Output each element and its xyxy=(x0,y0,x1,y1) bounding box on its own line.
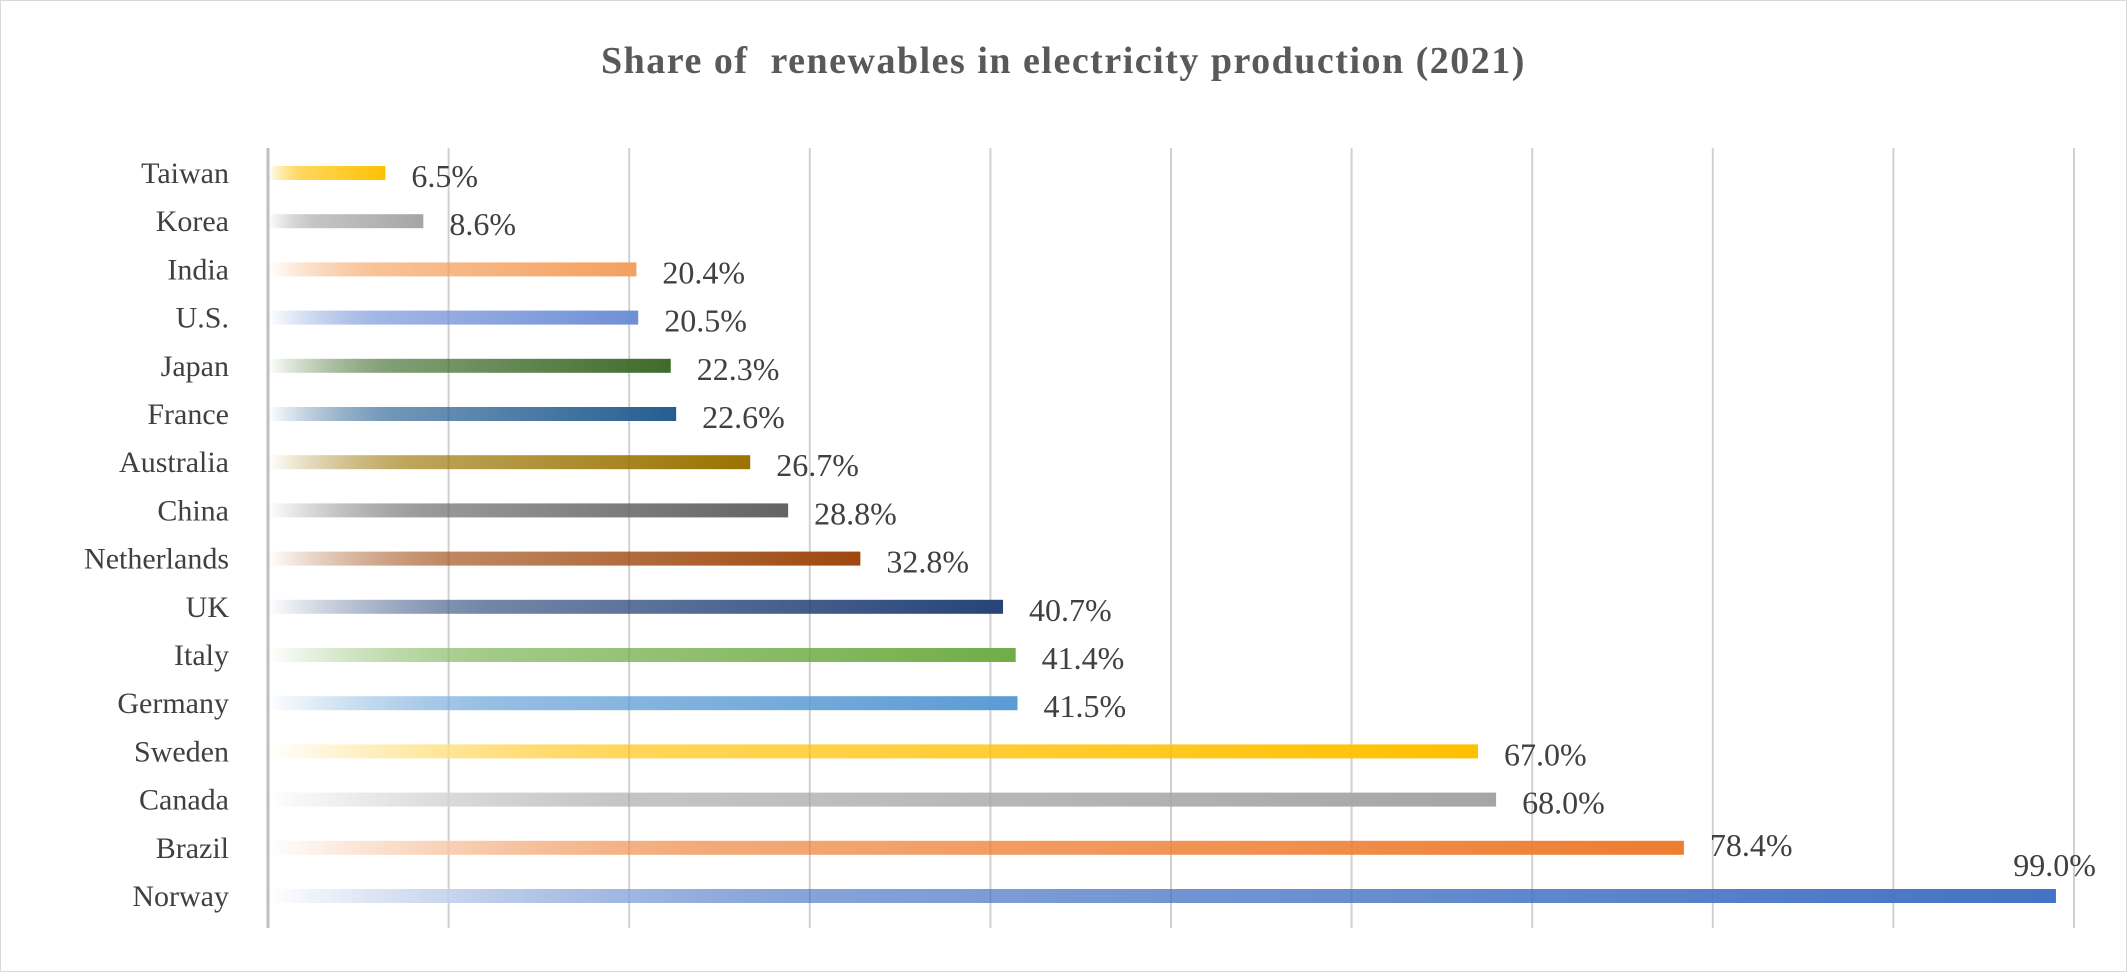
chart-title: Share of renewables in electricity produ… xyxy=(601,40,1526,82)
category-label: India xyxy=(167,253,229,286)
bar xyxy=(270,455,751,470)
data-label: 41.5% xyxy=(1043,688,1126,724)
bar xyxy=(270,503,789,518)
bar xyxy=(270,166,386,180)
data-label: 28.8% xyxy=(814,495,897,531)
category-label: Sweden xyxy=(134,735,229,768)
category-label: Brazil xyxy=(156,832,229,865)
category-label: Germany xyxy=(117,687,229,720)
data-label: 20.5% xyxy=(664,303,747,339)
bar xyxy=(270,792,1497,807)
category-label: France xyxy=(147,398,229,431)
data-label: 78.4% xyxy=(1710,827,1793,863)
bar xyxy=(270,744,1479,759)
category-label: UK xyxy=(186,591,230,624)
bar xyxy=(270,648,1016,662)
category-label: Norway xyxy=(132,880,229,913)
data-label: 99.0% xyxy=(2013,847,2096,883)
data-label: 68.0% xyxy=(1522,785,1605,821)
bar xyxy=(270,262,637,277)
data-label: 41.4% xyxy=(1042,640,1125,676)
data-label: 22.3% xyxy=(697,351,780,387)
data-label: 8.6% xyxy=(449,206,516,242)
category-label: Canada xyxy=(139,784,229,817)
bar xyxy=(270,551,861,566)
bar xyxy=(270,840,1684,855)
category-label: Korea xyxy=(156,205,229,238)
bar xyxy=(270,310,639,325)
category-label: Taiwan xyxy=(141,157,229,190)
category-label: Italy xyxy=(174,639,229,672)
bar xyxy=(270,696,1018,711)
data-label: 32.8% xyxy=(886,544,969,580)
category-label: U.S. xyxy=(176,302,229,335)
category-label: Australia xyxy=(119,446,229,479)
data-label: 22.6% xyxy=(702,399,785,435)
bar xyxy=(270,889,2056,903)
data-label: 67.0% xyxy=(1504,736,1587,772)
data-label: 20.4% xyxy=(662,254,745,290)
data-label: 26.7% xyxy=(776,447,859,483)
bar xyxy=(270,358,671,373)
data-label: 40.7% xyxy=(1029,592,1112,628)
bar xyxy=(270,599,1004,614)
bar xyxy=(270,214,424,229)
data-label: 6.5% xyxy=(411,158,478,194)
bar xyxy=(270,407,677,421)
category-label: Japan xyxy=(161,350,229,383)
category-label: China xyxy=(157,494,229,527)
category-label: Netherlands xyxy=(84,543,229,576)
